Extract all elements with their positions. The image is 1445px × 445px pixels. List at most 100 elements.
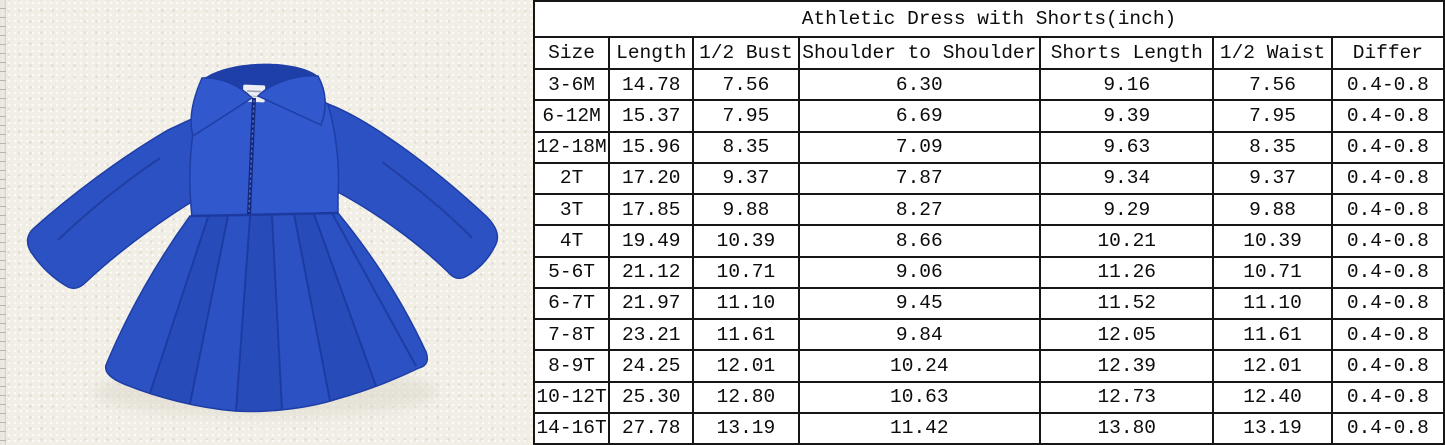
value-cell: 12.40 (1212, 380, 1333, 414)
size-cell: 6-12M (532, 99, 611, 133)
column-header: Size (532, 36, 611, 70)
value-cell: 7.87 (797, 161, 1042, 196)
value-cell: 11.61 (692, 317, 800, 352)
value-cell: 10.71 (1212, 255, 1333, 289)
value-cell: 0.4-0.8 (1330, 317, 1445, 352)
value-cell: 11.52 (1039, 286, 1215, 321)
value-cell: 8.66 (797, 224, 1042, 258)
value-cell: 11.61 (1212, 317, 1333, 352)
table-row: 2T 17.20 9.37 7.87 9.34 9.37 0.4-0.8 (532, 161, 1445, 196)
value-cell: 0.4-0.8 (1330, 67, 1445, 102)
size-cell: 3T (532, 192, 611, 227)
size-cell: 6-7T (532, 286, 611, 321)
value-cell: 12.39 (1039, 349, 1215, 383)
value-cell: 15.96 (608, 130, 695, 164)
value-cell: 9.84 (797, 317, 1042, 352)
value-cell: 8.35 (692, 130, 800, 164)
value-cell: 21.97 (608, 286, 695, 321)
size-cell: 5-6T (532, 255, 611, 289)
value-cell: 11.26 (1039, 255, 1215, 289)
left-sleeve-crease (57, 157, 161, 241)
header-row: Size Length 1/2 Bust Shoulder to Shoulder Sh… (532, 36, 1445, 70)
value-cell: 0.4-0.8 (1330, 130, 1445, 164)
collar-left-lapel (190, 77, 254, 138)
value-cell: 0.4-0.8 (1330, 99, 1445, 133)
value-cell: 9.88 (1212, 192, 1333, 227)
value-cell: 7.95 (1212, 99, 1333, 133)
value-cell: 9.39 (1039, 99, 1215, 133)
table-row: 7-8T 23.21 11.61 9.84 12.05 11.61 0.4-0.8 (532, 317, 1445, 352)
size-cell: 7-8T (532, 317, 611, 352)
table-row: 6-7T 21.97 11.10 9.45 11.52 11.10 0.4-0.8 (532, 286, 1445, 321)
value-cell: 11.10 (1212, 286, 1333, 321)
ruler-strip (0, 0, 6, 445)
value-cell: 9.37 (1212, 161, 1333, 196)
value-cell: 24.25 (608, 349, 695, 383)
size-cell: 14-16T (532, 411, 611, 445)
value-cell: 12.01 (692, 349, 800, 383)
left-sleeve (26, 114, 199, 290)
value-cell: 9.45 (797, 286, 1042, 321)
table-row: 4T 19.49 10.39 8.66 10.21 10.39 0.4-0.8 (532, 224, 1445, 258)
value-cell: 13.80 (1039, 411, 1215, 445)
value-cell: 8.27 (797, 192, 1042, 227)
size-cell: 8-9T (532, 349, 611, 383)
value-cell: 10.39 (1212, 224, 1333, 258)
table-row: 6-12M 15.37 7.95 6.69 9.39 7.95 0.4-0.8 (532, 99, 1445, 133)
size-cell: 12-18M (532, 130, 611, 164)
table-title: Athletic Dress with Shorts(inch) (533, 0, 1445, 38)
size-chart-table: Athletic Dress with Shorts(inch) Size Len… (532, 0, 1445, 445)
value-cell: 12.73 (1039, 380, 1215, 414)
column-header: Length (608, 36, 695, 70)
size-cell: 10-12T (532, 380, 611, 414)
size-cell: 4T (532, 224, 611, 258)
value-cell: 9.16 (1039, 67, 1215, 102)
value-cell: 0.4-0.8 (1330, 286, 1445, 321)
column-header: Differ (1330, 36, 1445, 70)
column-header: 1/2 Waist (1212, 36, 1333, 70)
value-cell: 6.69 (797, 99, 1042, 133)
product-photo (0, 0, 533, 445)
value-cell: 12.05 (1039, 317, 1215, 352)
value-cell: 10.39 (692, 224, 800, 258)
waist-seam (190, 211, 339, 218)
value-cell: 13.19 (692, 411, 800, 445)
value-cell: 23.21 (608, 317, 695, 352)
value-cell: 10.24 (797, 349, 1042, 383)
right-sleeve-crease (381, 161, 473, 239)
value-cell: 8.35 (1212, 130, 1333, 164)
value-cell: 12.80 (692, 380, 800, 414)
value-cell: 0.4-0.8 (1330, 380, 1445, 414)
value-cell: 13.19 (1212, 411, 1333, 445)
size-cell: 3-6M (532, 67, 611, 102)
right-sleeve (327, 102, 499, 280)
value-cell: 10.63 (797, 380, 1042, 414)
skirt (104, 212, 429, 413)
value-cell: 9.34 (1039, 161, 1215, 196)
value-cell: 0.4-0.8 (1330, 349, 1445, 383)
collar-inner (202, 63, 326, 100)
value-cell: 10.21 (1039, 224, 1215, 258)
value-cell: 10.71 (692, 255, 800, 289)
value-cell: 6.30 (797, 67, 1042, 102)
size-cell: 2T (532, 161, 611, 196)
value-cell: 14.78 (608, 67, 695, 102)
value-cell: 11.10 (692, 286, 800, 321)
value-cell: 11.42 (797, 411, 1042, 445)
value-cell: 9.88 (692, 192, 800, 227)
value-cell: 15.37 (608, 99, 695, 133)
zipper (247, 97, 256, 215)
table-row: 8-9T 24.25 12.01 10.24 12.39 12.01 0.4-0.8 (532, 349, 1445, 383)
value-cell: 27.78 (608, 411, 695, 445)
column-header: Shorts Length (1039, 36, 1215, 70)
table-row: 3T 17.85 9.88 8.27 9.29 9.88 0.4-0.8 (532, 192, 1445, 227)
table-body: Athletic Dress with Shorts(inch) Size Len… (532, 0, 1445, 445)
value-cell: 9.63 (1039, 130, 1215, 164)
table-row: 14-16T 27.78 13.19 11.42 13.80 13.19 0.4-0.8 (532, 411, 1445, 445)
collar-right-lapel (256, 75, 326, 127)
table-row: 3-6M 14.78 7.56 6.30 9.16 7.56 0.4-0.8 (532, 67, 1445, 102)
value-cell: 0.4-0.8 (1330, 411, 1445, 445)
value-cell: 7.95 (692, 99, 800, 133)
value-cell: 0.4-0.8 (1330, 224, 1445, 258)
